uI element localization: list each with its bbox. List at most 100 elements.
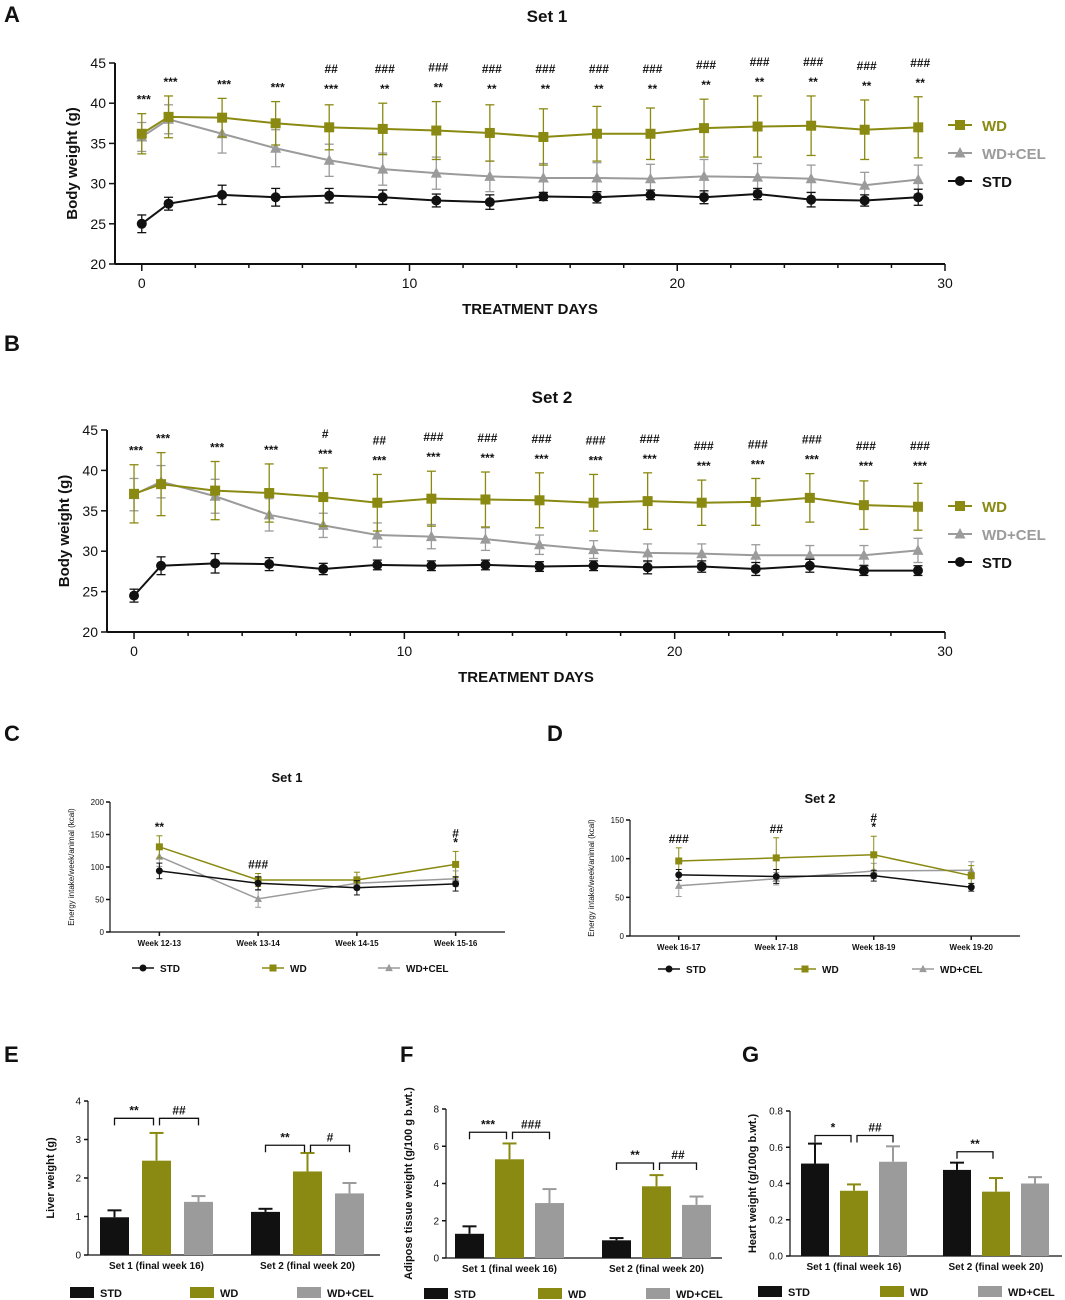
significance-bracket <box>615 1162 655 1171</box>
x-group-label: Set 1 (final week 16) <box>806 1262 901 1273</box>
series-wd <box>136 95 924 166</box>
data-point <box>750 496 761 507</box>
data-point <box>750 549 762 560</box>
data-point <box>484 127 495 138</box>
legend-swatch <box>538 1288 562 1299</box>
significance-label: ## <box>172 1103 186 1117</box>
data-point <box>318 492 329 503</box>
legend-label: WD+CEL <box>676 1289 723 1300</box>
x-tick-label: Week 19-20 <box>950 943 994 952</box>
legend-label: WD <box>910 1287 928 1299</box>
significance-bracket <box>856 1134 894 1143</box>
data-point <box>430 167 442 178</box>
y-tick-label: 50 <box>95 896 104 905</box>
significance-star: *** <box>217 77 231 91</box>
data-point <box>696 547 708 559</box>
significance-hash: ### <box>910 439 930 453</box>
data-point <box>588 497 599 508</box>
chart-d-energy-intake-set2: Set 2 0 50 100 150 Week 16-17 Week 17-18 Week 1… <box>587 791 1020 976</box>
x-tick-label: 20 <box>669 275 685 291</box>
significance-hash: ### <box>532 432 552 446</box>
data-point <box>452 860 460 868</box>
data-point <box>537 171 549 183</box>
series-wd <box>129 451 923 532</box>
series-std <box>675 868 975 892</box>
y-tick-label: 35 <box>90 135 106 151</box>
significance-star: *** <box>859 459 873 473</box>
y-tick-label: 0 <box>75 1251 81 1262</box>
y-tick-label: 3 <box>75 1135 81 1146</box>
data-point <box>752 189 763 200</box>
significance-bracket <box>158 1117 200 1126</box>
data-point <box>538 191 549 202</box>
legend-label: STD <box>982 174 1012 191</box>
data-point <box>484 170 496 181</box>
significance-star: ** <box>541 82 551 96</box>
y-axis-label: Body weight (g) <box>56 475 73 588</box>
legend-marker <box>954 147 966 158</box>
y-tick-label: 40 <box>90 95 106 111</box>
legend-label: WD+CEL <box>982 527 1046 544</box>
data-point <box>163 111 174 122</box>
bar-std <box>943 1169 971 1256</box>
x-tick-label: Week 16-17 <box>657 943 701 952</box>
data-point <box>642 496 653 507</box>
data-point <box>210 558 221 569</box>
data-point <box>645 128 656 139</box>
data-point <box>675 871 683 879</box>
chart-title: Set 2 <box>804 791 835 806</box>
significance-hash: ### <box>423 430 443 444</box>
significance-bracket <box>309 1144 351 1153</box>
legend-marker <box>955 120 965 130</box>
legend-marker <box>665 965 673 973</box>
y-tick-label: 150 <box>91 831 105 840</box>
significance-bracket <box>113 1117 155 1126</box>
x-tick-label: Week 14-15 <box>335 939 379 948</box>
significance-hash: ## <box>373 433 387 447</box>
data-point <box>642 546 654 558</box>
data-point <box>129 488 140 499</box>
series-line <box>141 115 919 138</box>
x-tick-label: Week 12-13 <box>138 939 182 948</box>
panel-label-f: F <box>400 1042 413 1067</box>
significance-label: ## <box>868 1120 882 1134</box>
significance-star: ** <box>701 78 711 92</box>
data-point <box>372 559 383 570</box>
legend-swatch <box>424 1288 448 1299</box>
bar-wd <box>142 1160 171 1255</box>
series-line <box>678 874 972 889</box>
y-axis-label: Body weight (g) <box>64 107 81 220</box>
legend-marker <box>269 964 277 972</box>
x-tick-label: Week 13-14 <box>236 939 280 948</box>
significance-label: ### <box>521 1117 541 1131</box>
significance-hash: ### <box>642 62 662 76</box>
y-axis-label: Adipose tissue weight (g/100 g b.wt.) <box>403 1087 415 1280</box>
legend-marker <box>139 964 147 972</box>
x-group-label: Set 2 (final week 20) <box>260 1261 355 1272</box>
y-tick-label: 25 <box>82 584 98 600</box>
legend-label: WD+CEL <box>982 146 1046 163</box>
bar-wd-cel <box>535 1203 564 1258</box>
significance-hash: ### <box>856 439 876 453</box>
significance-hash: ### <box>857 59 877 73</box>
data-point <box>254 894 262 902</box>
data-point <box>870 851 878 859</box>
data-point <box>750 563 761 574</box>
data-point <box>591 192 602 203</box>
significance-hash: ### <box>694 439 714 453</box>
significance-hash: # <box>452 826 459 840</box>
chart-title: Set 1 <box>527 7 568 26</box>
significance-star: ** <box>755 75 765 89</box>
significance-label: # <box>327 1130 334 1144</box>
data-point <box>699 123 710 134</box>
significance-hash: ### <box>375 62 395 76</box>
y-axis-label: Liver weight (g) <box>45 1137 57 1219</box>
series-line <box>141 193 919 225</box>
y-tick-label: 35 <box>82 503 98 519</box>
significance-bracket <box>468 1131 508 1140</box>
x-group-label: Set 2 (final week 20) <box>948 1262 1043 1273</box>
y-tick-label: 6 <box>433 1142 439 1153</box>
significance-star: *** <box>426 450 440 464</box>
legend-marker <box>955 501 965 511</box>
data-point <box>675 857 683 865</box>
